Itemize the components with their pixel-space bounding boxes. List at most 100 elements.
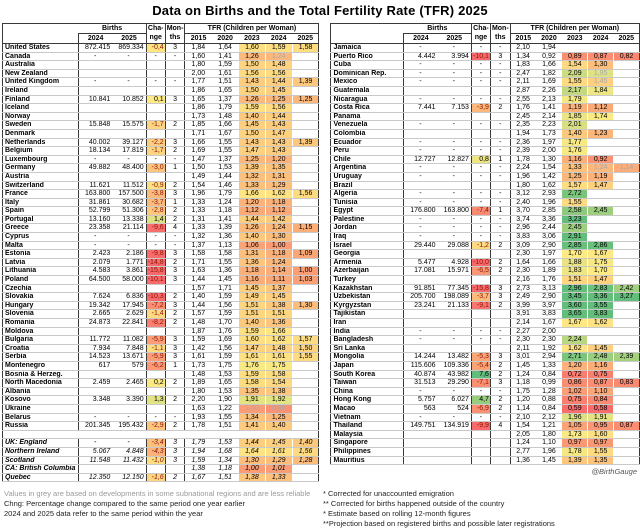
footnote-marker: * [28,275,31,280]
births-2024-cell: - [403,69,438,79]
tfr-cell-2015: 3,01 [509,352,537,362]
tfr-cell-2015: 2,20 [184,395,212,405]
table-row: Sri Lanka 2,11 1,92 1,62 1,45 [330,344,640,354]
tfr-cell-2020: 1,67 [535,318,562,328]
months-cell: 2 [489,258,511,268]
tfr-cell-2020: 1,34 [211,456,239,466]
births-2025-cell [437,309,472,319]
table-row: Jamaica* - - - -2,10 1,94 [330,43,640,53]
tfr-cell-2024: 1,40 [264,421,293,431]
tfr-cell-2015: 1,64 [509,258,537,268]
table-row: Palestine - - - -3,74 3,36 3,23 [330,215,640,225]
tfr-cell-2024: 1,75 [264,361,293,371]
tfr-cell-2025 [291,215,319,225]
tfr-cell-2024: 1,43 [264,138,293,148]
change-cell [145,69,166,79]
births-2024-cell: - [403,146,438,156]
tfr-cell-2024: 0,87 [587,378,614,388]
tfr-cell-2025 [613,198,640,208]
months-cell [489,430,511,440]
tfr-cell-2025 [613,344,640,354]
table-row: Macao 563 524 -6,9 2 1,14 0,84 0,59 0,58 [330,404,640,414]
tfr-cell-2015: 1,94 [509,129,537,139]
footnote-chng: Chng: Percentage change compared to the … [4,499,245,509]
table-row: South Korea 40.874 43.982 7,6 2 1,24 0,84 0,72 0… [330,370,640,380]
tfr-cell-2020: 1,89 [535,266,562,277]
births-2024-cell: 163.800 [77,189,113,199]
tfr-cell-2023: 1,36 [238,258,266,268]
tfr-cell-2020: 2,93 [535,189,562,199]
tfr-cell-2023: 1,83 [561,266,588,277]
table-row: Latvia 2.079 1.771 -14,8 2 1,71 1,55 1,36 1,24 [2,258,319,268]
births-2024-cell: - [403,327,438,337]
table-row: Armenia 5.477 4.928 -10,0 2 1,64 1,66 1,88 1,75 [330,258,640,268]
change-cell: -3,0 [145,163,166,173]
tfr-year-2015: 2015 [184,33,212,44]
change-cell: - [470,387,491,397]
births-2025-cell: 22.841 [112,318,147,328]
births-2024-cell [403,275,438,285]
change-cell: - [470,60,491,70]
births-2025-cell: - [437,327,472,337]
country-name: Cuba [330,60,404,70]
country-name: UK: England* [2,438,79,448]
change-cell: - [470,138,491,148]
births-2024-cell: 2.459 [77,378,113,388]
births-2024-cell: 2.079 [77,258,113,268]
tfr-cell-2015: 3,83 [509,232,537,242]
table-row: Venezuela - - - -2,35 2,23 2,01 [330,120,640,130]
country-name: Chile [330,155,404,165]
table-row: New Zealand 2,00 1,61 1,56 1,56 [2,69,319,79]
tfr-cell-2024 [587,189,614,199]
table-row: Scotland 11.548 11.432 -1,0 3 1,59 1,34 1,30 1,2… [2,456,319,466]
births-2024-cell: - [403,223,438,234]
change-cell [470,456,491,466]
tfr-cell-2020: 1,71 [211,284,239,294]
tfr-cell-2025: 1,39 [291,138,319,148]
tfr-cell-2023: 1,44 [238,438,266,448]
births-2024-cell: - [77,155,113,165]
tfr-cell-2023: 1,33 [561,163,588,173]
births-2025-cell [112,112,147,122]
country-name: Mexico [330,77,404,87]
change-cell [470,86,491,96]
tfr-cell-2023: 1,39 [561,456,588,466]
births-2024-cell: - [403,95,438,105]
tfr-cell-2025: 1,56 [291,189,319,199]
country-name: Quebec [2,473,79,483]
table-row: Italy 31.861 30.682 -3,7 1 1,33 1,24 1,20 1,18 [2,198,319,208]
tfr-cell-2025 [291,464,319,474]
tfr-cell-2015: 1,78 [509,155,537,165]
births-2024-cell: 64.500 [77,275,113,285]
births-2025-cell: 58.000 [112,275,147,285]
months-cell: - [489,95,511,105]
country-name: Palestine [330,215,404,225]
table-row [2,430,319,440]
months-header: Mon- ths [164,23,185,44]
country-name: Albania* [2,387,79,397]
tfr-cell-2015: 2,49 [509,292,537,302]
tfr-cell-2025 [291,129,319,139]
births-2025-cell: - [112,77,147,87]
tfr-cell-2025: 1,28 [291,456,319,466]
tfr-cell-2024: 2,48 [587,352,614,362]
tfr-cell-2020: 1,76 [211,327,239,337]
country-name: Tunisia [330,198,404,208]
country-name: India [330,327,404,337]
months-cell: 2 [164,181,185,191]
tfr-cell-2024: 0,87 [587,52,614,62]
months-cell: 3 [164,344,185,354]
tfr-cell-2025 [291,103,319,113]
months-cell: 2 [164,378,185,388]
tfr-cell-2015: 1,83 [509,60,537,70]
births-2025-cell: 51.306 [112,206,147,216]
tfr-cell-2024: 0,97 [587,438,614,448]
tfr-cell-2015: 3,12 [509,189,537,199]
tfr-cell-2025: 1,30 [291,301,319,311]
tfr-cell-2023: 1,16 [238,275,266,285]
tfr-cell-2023: 1,51 [561,275,588,285]
months-cell: - [489,43,511,53]
births-2024-cell [77,60,113,70]
births-2025-cell [437,275,472,285]
table-row: Singapore 1,24 1,10 0,97 0,97 [330,438,640,448]
